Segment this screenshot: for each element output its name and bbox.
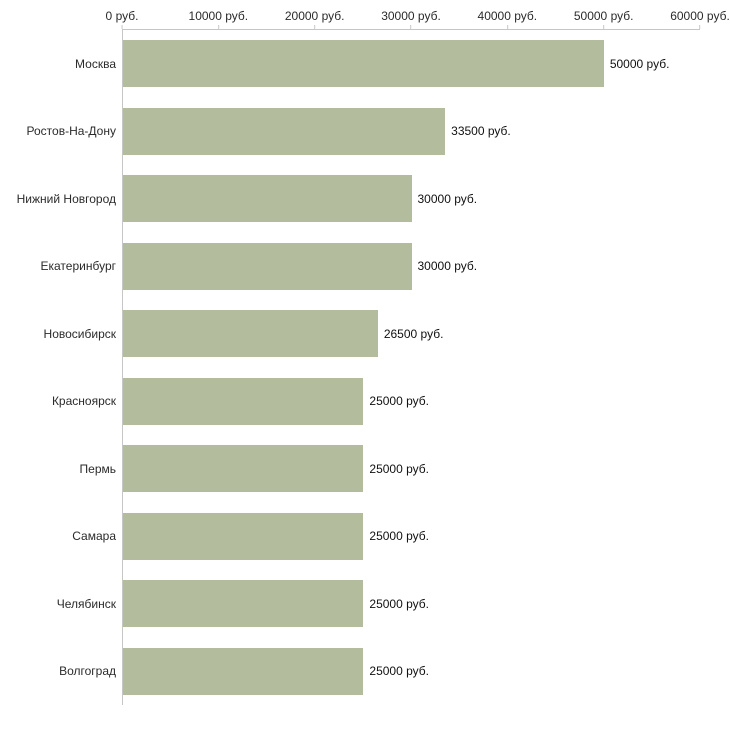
value-label: 25000 руб. (369, 596, 429, 611)
x-axis-tick-area: 0 руб. 10000 руб. 20000 руб. 30000 руб. … (106, 0, 730, 30)
bar (123, 445, 364, 493)
x-axis-tick-label: 10000 руб. (188, 9, 249, 23)
value-label: 50000 руб. (609, 56, 670, 71)
x-axis-tick-mark (506, 25, 508, 29)
bar-row: Пермь 25000 руб. (0, 435, 730, 503)
category-label: Нижний Новгород (16, 191, 116, 206)
value-label: 25000 руб. (369, 529, 429, 544)
value-label: 25000 руб. (369, 394, 429, 409)
bar-row: Самара 25000 руб. (0, 502, 730, 570)
bar-track: 25000 руб. (122, 435, 700, 503)
bar-row: Волгоград 25000 руб. (0, 637, 730, 705)
category-label: Пермь (79, 461, 116, 476)
bar (123, 647, 364, 695)
x-axis-tick-mark (121, 25, 123, 29)
bar-track: 25000 руб. (122, 637, 700, 705)
value-label: 30000 руб. (417, 191, 478, 206)
bar (123, 242, 412, 290)
category-label: Челябинск (56, 596, 116, 611)
bar (123, 580, 364, 628)
bar-row: Ростов-На-Дону 33500 руб. (0, 97, 730, 165)
x-axis-tick-label: 50000 руб. (573, 9, 634, 23)
bar (123, 107, 446, 155)
bar (123, 377, 364, 425)
category-label: Ростов-На-Дону (26, 124, 116, 139)
bar (123, 310, 378, 358)
bar-row: Челябинск 25000 руб. (0, 570, 730, 638)
x-axis-tick-mark (217, 25, 219, 29)
value-label: 26500 руб. (383, 326, 444, 341)
bar-row: Новосибирск 26500 руб. (0, 300, 730, 368)
bar-track: 50000 руб. (122, 30, 700, 98)
bar-row: Москва 50000 руб. (0, 30, 730, 98)
bar-row: Красноярск 25000 руб. (0, 367, 730, 435)
x-axis-tick: 40000 руб. (477, 9, 538, 29)
bar (123, 175, 412, 223)
x-axis-tick-mark (410, 25, 412, 29)
bar-track: 26500 руб. (122, 300, 700, 368)
bar-track: 25000 руб. (122, 570, 700, 638)
x-axis-tick-label: 40000 руб. (477, 9, 538, 23)
category-label: Екатеринбург (40, 259, 117, 274)
x-axis-tick: 50000 руб. (573, 9, 634, 29)
x-axis-tick-mark (314, 25, 316, 29)
x-axis: 0 руб. 10000 руб. 20000 руб. 30000 руб. … (0, 0, 730, 30)
x-axis-tick: 60000 руб. (670, 9, 730, 29)
category-label: Новосибирск (43, 326, 116, 341)
category-label: Красноярск (51, 394, 116, 409)
bar (123, 512, 364, 560)
bar-track: 33500 руб. (122, 97, 700, 165)
bar-row: Екатеринбург 30000 руб. (0, 232, 730, 300)
category-label: Москва (75, 56, 116, 71)
bar-track: 30000 руб. (122, 232, 700, 300)
x-axis-tick-label: 30000 руб. (381, 9, 441, 23)
bar-track: 25000 руб. (122, 367, 700, 435)
x-axis-tick-label: 20000 руб. (284, 9, 345, 23)
value-label: 25000 руб. (369, 461, 429, 476)
category-label: Самара (72, 529, 116, 544)
value-label: 30000 руб. (417, 259, 478, 274)
value-label: 33500 руб. (451, 124, 511, 139)
x-axis-tick: 30000 руб. (381, 9, 441, 29)
x-axis-tick: 20000 руб. (284, 9, 345, 29)
bar-row: Нижний Новгород 30000 руб. (0, 165, 730, 233)
category-label: Волгоград (59, 664, 116, 679)
value-label: 25000 руб. (369, 664, 429, 679)
x-axis-tick: 0 руб. (105, 9, 139, 29)
bar-track: 30000 руб. (122, 165, 700, 233)
bar-track: 25000 руб. (122, 502, 700, 570)
x-axis-tick-mark (603, 25, 605, 29)
x-axis-tick: 10000 руб. (188, 9, 249, 29)
bar (123, 40, 604, 88)
plot-area: Москва 50000 руб. Ростов-На-Дону 33500 р… (0, 30, 730, 705)
x-axis-tick-label: 0 руб. (105, 9, 139, 23)
x-axis-tick-label: 60000 руб. (670, 9, 730, 23)
x-axis-tick-mark (699, 25, 701, 29)
